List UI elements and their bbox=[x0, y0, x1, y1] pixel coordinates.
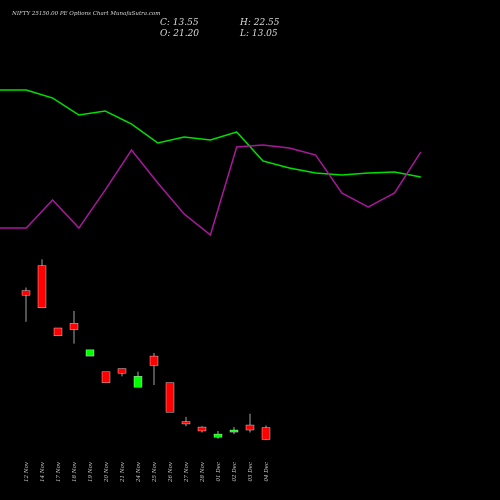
candle-body bbox=[37, 265, 47, 308]
candle-body bbox=[149, 355, 159, 366]
candle-body bbox=[165, 382, 175, 413]
x-tick-label: 24 Nov bbox=[136, 461, 142, 483]
candle-body bbox=[117, 368, 127, 374]
candle-body bbox=[133, 376, 143, 388]
x-tick-label: 18 Nov bbox=[72, 461, 78, 482]
x-tick-label: 25 Nov bbox=[152, 461, 158, 483]
x-tick-label: 27 Nov bbox=[184, 461, 190, 483]
x-tick-label: 19 Nov bbox=[88, 461, 94, 482]
x-tick-label: 17 Nov bbox=[56, 461, 62, 482]
x-tick-label: 03 Dec bbox=[248, 462, 254, 482]
close-label: C: 13.55 bbox=[160, 18, 199, 28]
candle-body bbox=[245, 424, 255, 431]
candle-body bbox=[197, 426, 207, 432]
x-tick-label: 20 Nov bbox=[104, 461, 110, 483]
indicator-line bbox=[0, 89, 421, 178]
x-tick-label: 28 Nov bbox=[200, 461, 206, 483]
candle-body bbox=[21, 290, 31, 296]
candle-body bbox=[261, 427, 271, 440]
x-tick-label: 02 Dec bbox=[232, 462, 238, 482]
candle-body bbox=[213, 433, 223, 438]
x-tick-label: 21 Nov bbox=[120, 461, 126, 483]
candle-body bbox=[101, 371, 111, 383]
x-tick-label: 26 Nov bbox=[168, 461, 174, 483]
candle-body bbox=[53, 327, 63, 336]
candle-body bbox=[229, 429, 239, 433]
candle-body bbox=[181, 421, 191, 425]
low-label: L: 13.05 bbox=[239, 29, 278, 39]
x-tick-label: 12 Nov bbox=[24, 461, 30, 482]
candle-body bbox=[69, 323, 79, 330]
candle-body bbox=[85, 349, 95, 357]
indicator-line bbox=[0, 144, 422, 237]
chart-title: NIFTY 25150.00 PE Options Chart MunafaSu… bbox=[11, 11, 160, 17]
x-tick-label: 01 Dec bbox=[216, 462, 222, 482]
x-tick-label: 04 Dec bbox=[264, 462, 270, 482]
open-label: O: 21.20 bbox=[160, 29, 199, 39]
x-tick-label: 14 Nov bbox=[40, 461, 46, 482]
high-label: H: 22.55 bbox=[239, 18, 280, 28]
